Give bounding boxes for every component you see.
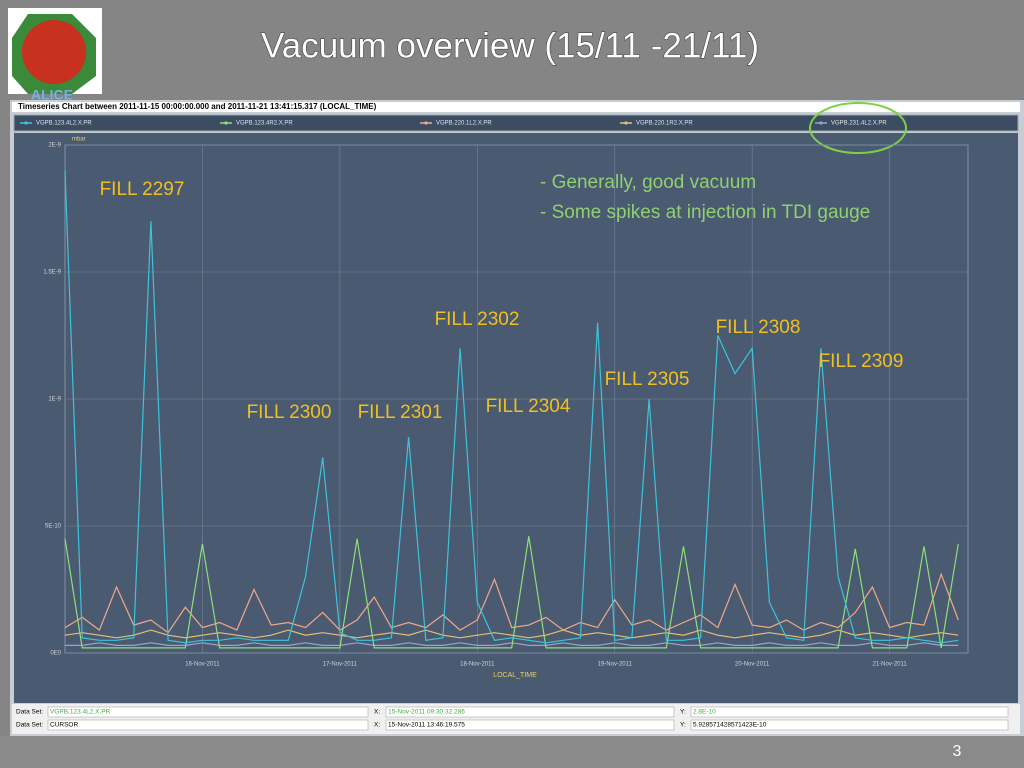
y-tick-label: 1.5E-9 bbox=[43, 270, 61, 276]
info-label: X: bbox=[374, 709, 380, 716]
legend-marker bbox=[624, 121, 628, 125]
info-label: X: bbox=[374, 722, 380, 729]
fill-label: FILL 2304 bbox=[486, 396, 571, 417]
series-line bbox=[64, 629, 959, 639]
x-tick-label: 18-Nov-2011 bbox=[460, 662, 495, 668]
legend-label: VGPB.123.4L2.X.PR bbox=[36, 121, 92, 127]
info-label: Data Set: bbox=[16, 722, 43, 729]
series-line bbox=[65, 642, 959, 646]
y-tick-label: 0E0 bbox=[50, 651, 61, 657]
info-value: 15-Nov-2011 13:46:19.575 bbox=[388, 722, 465, 729]
fill-label: FILL 2302 bbox=[435, 309, 520, 330]
info-field bbox=[690, 719, 1009, 731]
y-tick-label: 1E-9 bbox=[48, 397, 61, 403]
footer bbox=[0, 736, 1024, 768]
chart-title-bar bbox=[12, 102, 1020, 112]
legend-marker bbox=[224, 121, 228, 125]
chart-title: Timeseries Chart between 2011-11-15 00:0… bbox=[18, 102, 377, 111]
page-number: 3 bbox=[953, 743, 962, 760]
info-field bbox=[385, 719, 675, 731]
legend-marker bbox=[424, 121, 428, 125]
info-field bbox=[47, 706, 369, 718]
plot-background bbox=[14, 133, 1018, 703]
legend-label: VGPB.123.4R2.X.PR bbox=[236, 121, 293, 127]
y-tick-label: 2E-9 bbox=[48, 143, 61, 149]
note: - Generally, good vacuum bbox=[540, 172, 756, 193]
info-value: VGPB.123.4L2.X.PR bbox=[50, 709, 111, 716]
info-label: Data Set: bbox=[16, 709, 43, 716]
x-tick-label: 21-Nov-2011 bbox=[872, 662, 907, 668]
info-value: 15-Nov-2011 09:30:32.286 bbox=[388, 709, 465, 716]
x-tick-label: 16-Nov-2011 bbox=[185, 662, 220, 668]
fill-label: FILL 2309 bbox=[819, 351, 904, 372]
info-label: Y: bbox=[680, 709, 686, 716]
y-tick-label: 5E-10 bbox=[45, 524, 62, 530]
legend-bar bbox=[13, 114, 1019, 132]
legend-marker bbox=[819, 121, 823, 125]
fill-label: FILL 2300 bbox=[247, 402, 332, 423]
info-value: CURSOR bbox=[50, 722, 78, 729]
x-tick-label: 20-Nov-2011 bbox=[735, 662, 770, 668]
legend-label: VGPB.220.1L2.X.PR bbox=[436, 121, 492, 127]
fill-label: FILL 2297 bbox=[100, 179, 185, 200]
y-axis-label: mbar bbox=[72, 137, 86, 143]
slide-title: Vacuum overview (15/11 -21/11) bbox=[261, 26, 759, 65]
x-tick-label: 19-Nov-2011 bbox=[598, 662, 633, 668]
logo-text: ALICE bbox=[31, 87, 73, 103]
series-line bbox=[64, 170, 959, 644]
series-line bbox=[64, 572, 959, 634]
highlight-ellipse bbox=[809, 102, 907, 154]
legend-label: VGPB.231.4L2.X.PR bbox=[831, 121, 887, 127]
info-value: 2.8E-10 bbox=[693, 709, 716, 716]
fill-label: FILL 2301 bbox=[358, 402, 443, 423]
fill-label: FILL 2308 bbox=[716, 317, 801, 338]
x-axis-label: LOCAL_TIME bbox=[493, 672, 537, 679]
legend-label: VGPB.220.1R2.X.PR bbox=[636, 121, 693, 127]
info-field bbox=[47, 719, 369, 731]
series-line bbox=[64, 536, 959, 649]
note: - Some spikes at injection in TDI gauge bbox=[540, 202, 870, 223]
info-value: 5.928571428571423E-10 bbox=[693, 722, 767, 729]
logo-core bbox=[22, 20, 86, 84]
info-field bbox=[690, 706, 1009, 718]
info-field bbox=[385, 706, 675, 718]
fill-label: FILL 2305 bbox=[605, 369, 690, 390]
x-tick-label: 17-Nov-2011 bbox=[323, 662, 358, 668]
info-label: Y: bbox=[680, 722, 686, 729]
legend-marker bbox=[24, 121, 28, 125]
